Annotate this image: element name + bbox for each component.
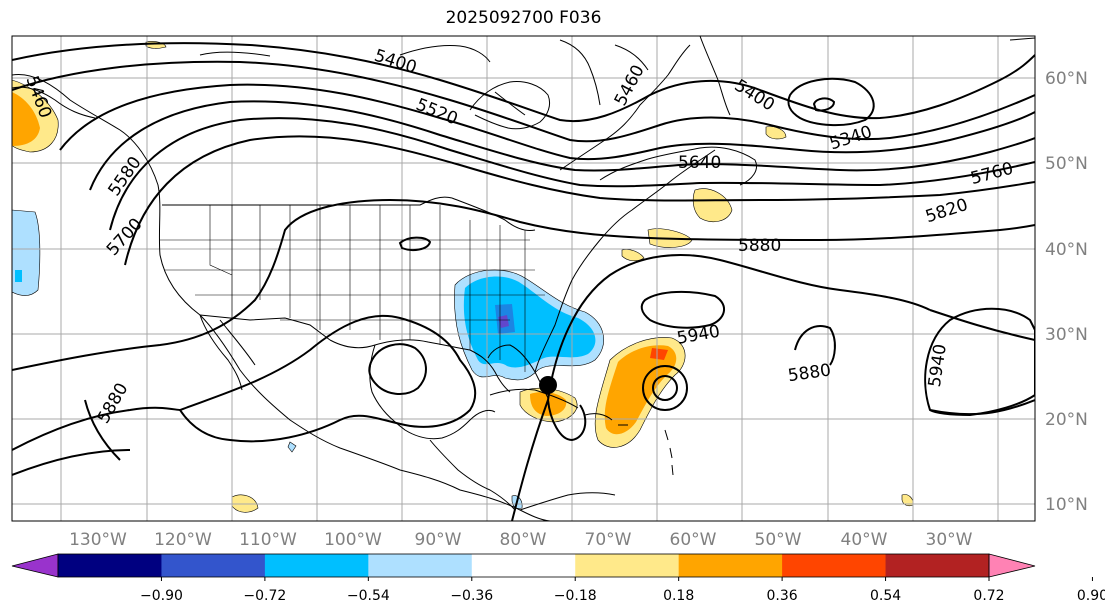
lon-tick-label: 80°W — [500, 530, 547, 550]
lon-tick-label: 110°W — [239, 530, 297, 550]
lat-tick-label: 50°N — [1045, 154, 1088, 174]
lat-tick-label: 10°N — [1045, 495, 1088, 515]
colorbar-outline — [57, 553, 990, 578]
contour-label: 5640 — [678, 153, 721, 173]
lat-tick-label: 20°N — [1045, 410, 1088, 430]
colorbar-label: 0.90 — [1077, 588, 1105, 604]
lon-tick-label: 70°W — [585, 530, 632, 550]
height-contours — [12, 42, 1035, 521]
colorbar-label: −0.54 — [347, 588, 390, 604]
colorbar-label: −0.36 — [450, 588, 493, 604]
map-title: 2025092700 F036 — [445, 8, 602, 28]
colorbar-cell — [161, 554, 266, 577]
colorbar-cell — [471, 554, 576, 577]
lat-tick-label: 40°N — [1045, 240, 1088, 260]
colorbar-cell — [782, 554, 887, 577]
colorbar-extend-max — [988, 553, 1036, 578]
colorbar-label: −0.72 — [243, 588, 286, 604]
state-borders — [160, 205, 545, 372]
lon-tick-labels: 130°W 120°W 110°W 100°W 90°W 80°W 70°W 6… — [69, 530, 973, 550]
storm-center-marker — [539, 376, 557, 394]
lon-tick-label: 60°W — [670, 530, 717, 550]
lon-tick-label: 120°W — [154, 530, 212, 550]
colorbar-cell — [264, 554, 369, 577]
colorbar-cell — [368, 554, 473, 577]
lat-tick-label: 30°N — [1045, 325, 1088, 345]
colorbar-label: 0.54 — [870, 588, 901, 604]
coastlines — [12, 36, 1035, 521]
colorbar-extend-min — [11, 553, 59, 578]
colorbar-label: −0.18 — [554, 588, 597, 604]
colorbar-label: 0.72 — [973, 588, 1004, 604]
colorbar-cell — [58, 554, 162, 577]
lat-tick-label: 60°N — [1045, 69, 1088, 89]
lon-tick-label: 90°W — [415, 530, 462, 550]
lon-tick-label: 50°W — [755, 530, 802, 550]
graticule — [12, 36, 1035, 521]
colorbar-label: −0.90 — [140, 588, 183, 604]
colorbar-label: 0.36 — [767, 588, 798, 604]
lat-tick-labels: 60°N 50°N 40°N 30°N 20°N 10°N — [1045, 69, 1088, 515]
colorbar-cell — [678, 554, 783, 577]
contour-label: 5880 — [738, 236, 781, 256]
colorbar-cell — [575, 554, 680, 577]
colorbar-cell — [885, 554, 990, 577]
lon-tick-label: 130°W — [69, 530, 127, 550]
colorbar: −0.90 −0.72 −0.54 −0.36 −0.18 0.18 0.36 0.54 0.7… — [11, 553, 1105, 604]
lon-tick-label: 30°W — [926, 530, 973, 550]
map-border — [11, 35, 1036, 522]
lon-tick-label: 100°W — [324, 530, 382, 550]
lon-tick-label: 40°W — [841, 530, 888, 550]
colorbar-label: 0.18 — [663, 588, 694, 604]
